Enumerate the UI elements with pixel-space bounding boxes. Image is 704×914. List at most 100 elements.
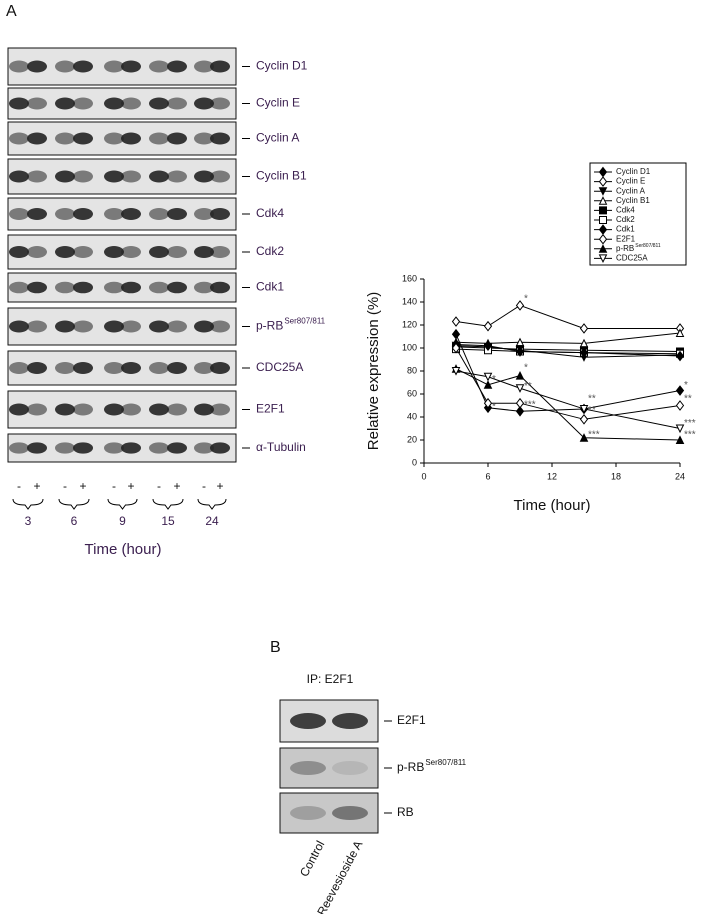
band	[149, 60, 169, 73]
data-point	[515, 370, 525, 380]
annotation: ***	[684, 429, 696, 440]
band	[55, 442, 75, 454]
x-tick-label: 0	[421, 471, 426, 481]
band	[194, 97, 214, 110]
band	[121, 281, 141, 294]
time-label: 6	[71, 514, 78, 528]
annotation: *	[492, 374, 496, 385]
legend-marker	[598, 233, 608, 245]
band	[210, 246, 230, 258]
lane-sign: +	[216, 479, 223, 493]
data-point	[675, 400, 685, 411]
band	[121, 403, 141, 416]
band	[121, 170, 141, 183]
band	[167, 320, 187, 333]
annotation: *	[524, 363, 528, 374]
band	[104, 442, 124, 454]
band	[194, 60, 214, 73]
lane-sign: +	[33, 479, 40, 493]
band	[149, 281, 169, 294]
data-point	[483, 320, 493, 332]
band	[9, 403, 29, 416]
band	[167, 281, 187, 294]
data-point	[515, 346, 525, 357]
legend-label: CDC25A	[616, 254, 648, 263]
data-point	[579, 413, 589, 425]
label-superscript: Ser807/811	[425, 758, 466, 767]
band	[167, 246, 187, 258]
lane-sign: -	[63, 479, 67, 493]
data-point	[483, 340, 493, 352]
band	[9, 170, 29, 183]
band	[210, 132, 230, 145]
x-axis-label: Time (hour)	[514, 497, 591, 514]
data-point	[675, 328, 685, 338]
band	[210, 170, 230, 183]
y-tick-label: 0	[412, 457, 417, 467]
data-point	[451, 316, 461, 327]
label: α-Tubulin	[256, 440, 306, 454]
band	[104, 281, 124, 294]
band	[73, 170, 93, 183]
label: RB	[397, 805, 414, 819]
band	[290, 806, 326, 820]
band	[149, 362, 169, 374]
band	[121, 132, 141, 145]
band	[55, 403, 75, 416]
band	[149, 97, 169, 110]
data-point	[451, 342, 461, 354]
data-point	[451, 328, 461, 340]
legend-marker	[598, 254, 608, 264]
legend-marker	[598, 244, 608, 253]
band	[104, 60, 124, 73]
band	[73, 281, 93, 294]
label: Cyclin E	[256, 96, 300, 110]
blot	[279, 747, 379, 789]
bracket	[58, 498, 90, 510]
legend-marker	[599, 206, 607, 215]
band	[167, 362, 187, 374]
band	[55, 97, 75, 110]
band	[194, 403, 214, 416]
band	[167, 170, 187, 183]
band	[149, 442, 169, 454]
band	[121, 246, 141, 258]
series-line	[455, 370, 681, 429]
band	[210, 320, 230, 333]
y-tick-label: 140	[402, 296, 417, 306]
band	[149, 132, 169, 145]
label: Cyclin B1	[256, 169, 307, 183]
legend-label: Cdk4	[616, 206, 635, 215]
band	[55, 246, 75, 258]
legend-marker	[598, 176, 608, 187]
bracket	[152, 498, 184, 510]
band	[121, 97, 141, 110]
data-point	[451, 367, 461, 376]
annotation: *	[492, 402, 496, 413]
band	[27, 170, 47, 183]
time-label: 3	[25, 514, 32, 528]
legend-marker	[598, 187, 608, 196]
band	[194, 170, 214, 183]
band	[149, 170, 169, 183]
legend-label: Cdk1	[616, 225, 635, 234]
y-tick-label: 20	[407, 434, 417, 444]
band	[73, 442, 93, 454]
band	[73, 60, 93, 73]
band	[55, 208, 75, 220]
annotation: ***	[684, 418, 696, 429]
lane-sign: +	[173, 479, 180, 493]
band	[27, 246, 47, 258]
band	[27, 403, 47, 416]
band	[332, 761, 368, 775]
data-point	[579, 323, 589, 334]
y-tick-label: 40	[407, 411, 417, 421]
band	[167, 442, 187, 454]
data-point	[579, 433, 589, 442]
legend-label: Cyclin E	[616, 177, 645, 186]
data-point	[579, 347, 589, 358]
band	[332, 713, 368, 729]
band	[9, 97, 29, 110]
data-point	[483, 397, 493, 409]
annotation: *	[684, 380, 688, 391]
